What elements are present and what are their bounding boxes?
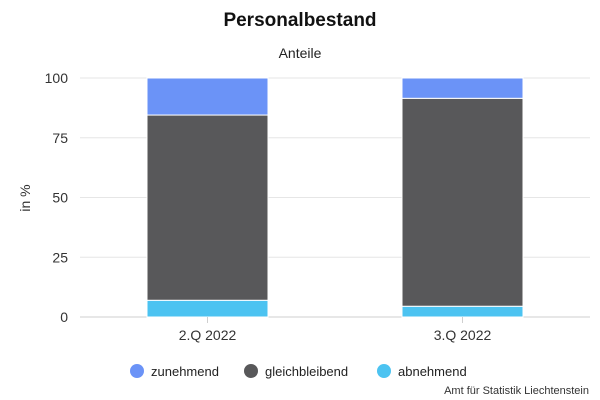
legend-marker-zunehmend: [130, 364, 144, 378]
bar-segment-zunehmend: [146, 77, 269, 116]
bar-segment-zunehmend: [401, 77, 524, 99]
legend: zunehmend gleichbleibend abnehmend: [130, 364, 467, 379]
legend-label-zunehmend: zunehmend: [151, 364, 219, 379]
y-axis-label: in %: [17, 184, 33, 211]
chart-subtitle: Anteile: [279, 45, 322, 61]
y-tick-label: 100: [45, 70, 69, 86]
y-tick-label: 75: [52, 130, 68, 146]
y-tick-label: 25: [52, 249, 68, 265]
y-tick-label: 50: [52, 190, 68, 206]
legend-marker-gleichbleibend: [244, 364, 258, 378]
bar-segment-abnehmend: [401, 305, 524, 318]
legend-label-abnehmend: abnehmend: [398, 364, 467, 379]
legend-label-gleichbleibend: gleichbleibend: [265, 364, 348, 379]
credit-text: Amt für Statistik Liechtenstein: [444, 385, 589, 397]
y-tick-label: 0: [60, 309, 68, 325]
x-tick-label: 3.Q 2022: [434, 327, 492, 343]
bar-segment-abnehmend: [146, 299, 269, 318]
x-axis: 2.Q 2022 3.Q 2022: [179, 317, 492, 343]
bar-segment-gleichbleibend: [401, 97, 524, 307]
x-tick-label: 2.Q 2022: [179, 327, 237, 343]
legend-marker-abnehmend: [377, 364, 391, 378]
bar-segment-gleichbleibend: [146, 114, 269, 301]
chart-title: Personalbestand: [223, 10, 376, 31]
bars: [146, 77, 524, 318]
